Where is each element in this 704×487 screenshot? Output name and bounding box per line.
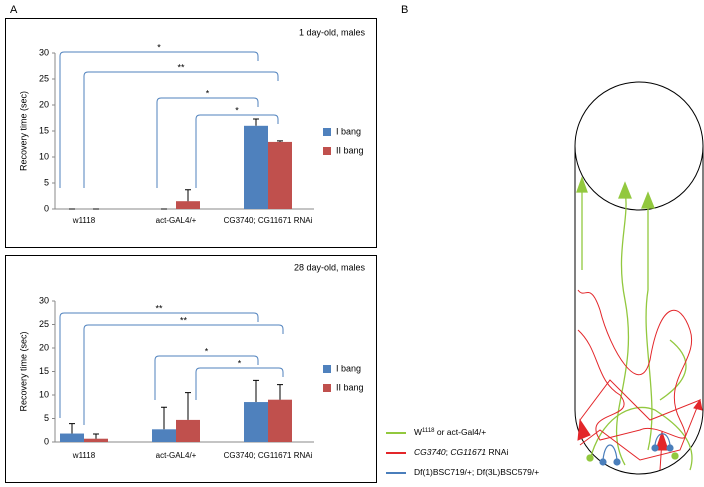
x-tick-label-box: act-GAL4/+ — [155, 451, 197, 460]
legend-text-part: Df(1)BSC719/+; Df(3L)BSC579/+ — [414, 467, 539, 477]
significance-label: * — [206, 88, 210, 98]
error-bar — [93, 433, 99, 439]
y-tick-label: 10 — [39, 389, 49, 399]
y-tick-label: 10 — [39, 151, 49, 161]
bar — [244, 402, 268, 442]
y-tick-label: 30 — [39, 295, 49, 305]
bar — [176, 419, 200, 442]
y-tick-label: 20 — [39, 342, 49, 352]
legend-label: Df(1)BSC719/+; Df(3L)BSC579/+ — [414, 467, 539, 477]
significance-label: * — [205, 346, 209, 356]
chart-title: 28 day-old, males — [294, 262, 366, 272]
significance-label: * — [235, 105, 239, 115]
x-tick-label: w1118 — [72, 216, 96, 225]
legend-swatch — [323, 147, 331, 155]
arena — [574, 81, 704, 475]
significance-bracket — [83, 324, 284, 425]
error-bar — [253, 118, 259, 126]
chart-frame — [5, 18, 377, 248]
legend-label: II bang — [336, 145, 364, 155]
y-axis-label: Recovery time (sec) — [18, 331, 28, 411]
bar — [244, 125, 268, 209]
x-tick-label: act-GAL4/+ — [155, 451, 197, 460]
significance-label: ** — [155, 303, 163, 313]
legend-text-part: W — [414, 427, 422, 437]
legend-text-part: 1118 — [422, 428, 435, 434]
x-tick-label: CG3740; CG11671 RNAi — [223, 451, 313, 460]
trajectories-control — [576, 176, 693, 471]
significance-bracket — [156, 97, 259, 188]
bar — [176, 201, 200, 209]
trajectories-df — [599, 433, 674, 466]
bar — [84, 438, 108, 442]
x-tick-label-box: CG3740; CG11671 RNAi — [223, 451, 313, 460]
error-bar — [161, 406, 167, 430]
legend-swatch — [323, 128, 331, 136]
significance-label: * — [157, 42, 161, 52]
legend-swatch — [323, 384, 331, 392]
error-bar — [69, 423, 75, 434]
x-tick-label: w1118 — [72, 451, 96, 460]
legend-text-part: CG11671 — [450, 447, 486, 457]
error-bar — [277, 384, 283, 400]
legend-label: CG3740; CG11671 RNAi — [414, 447, 508, 457]
legend-label: W1118 or act-Gal4/+ — [414, 427, 486, 437]
x-tick-label-box: w1118 — [72, 216, 96, 225]
y-tick-label: 0 — [44, 436, 49, 446]
y-tick-label: 15 — [39, 125, 49, 135]
x-tick-label-box: w1118 — [72, 451, 96, 460]
error-bar — [185, 189, 191, 202]
error-bar — [277, 140, 283, 142]
panel-label: B — [401, 4, 408, 16]
significance-bracket — [59, 312, 259, 418]
legend-text-part: or act-Gal4/+ — [435, 427, 487, 437]
legend-label: I bang — [336, 126, 361, 136]
significance-bracket — [83, 71, 279, 188]
chart-frame — [5, 255, 377, 483]
legend-label: I bang — [336, 363, 361, 373]
y-tick-label: 25 — [39, 319, 49, 329]
significance-bracket — [195, 114, 279, 188]
x-tick-label-box: CG3740; CG11671 RNAi — [223, 216, 313, 225]
legend-label: II bang — [336, 382, 364, 392]
chart-title: 1 day-old, males — [299, 27, 366, 37]
y-tick-label: 0 — [44, 203, 49, 213]
error-bar — [253, 379, 259, 403]
error-bar — [185, 392, 191, 420]
significance-label: * — [238, 358, 242, 368]
y-tick-label: 25 — [39, 73, 49, 83]
y-axis-label: Recovery time (sec) — [18, 91, 28, 171]
panel-label: A — [10, 4, 18, 16]
legend-text-part: RNAi — [486, 447, 508, 457]
significance-label: ** — [177, 62, 185, 72]
significance-bracket — [59, 51, 259, 188]
significance-label: ** — [180, 315, 188, 325]
y-tick-label: 20 — [39, 99, 49, 109]
x-tick-label-box: act-GAL4/+ — [155, 216, 197, 225]
significance-bracket — [195, 367, 284, 400]
bar — [268, 141, 292, 209]
legend-text-part: ; — [446, 447, 451, 457]
bar — [60, 433, 84, 442]
legend-text-part: CG3740 — [414, 447, 446, 457]
bar — [152, 429, 176, 442]
y-tick-label: 5 — [44, 177, 49, 187]
significance-bracket — [154, 355, 259, 400]
x-tick-label: CG3740; CG11671 RNAi — [223, 216, 313, 225]
bar — [268, 399, 292, 442]
x-tick-label: act-GAL4/+ — [155, 216, 197, 225]
trajectories-rnai — [577, 289, 703, 471]
y-tick-label: 5 — [44, 413, 49, 423]
y-tick-label: 15 — [39, 366, 49, 376]
legend-swatch — [323, 365, 331, 373]
y-tick-label: 30 — [39, 47, 49, 57]
